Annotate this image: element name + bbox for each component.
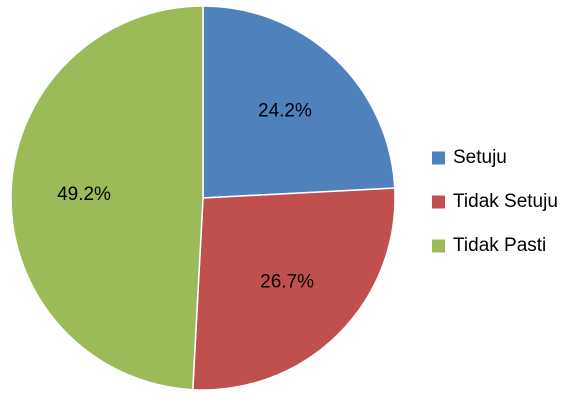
legend-label-setuju: Setuju bbox=[453, 147, 507, 168]
pie-slice-tidak-setuju bbox=[191, 187, 396, 391]
data-label-tidak-pasti: 49.2% bbox=[57, 184, 111, 205]
legend-item-setuju: Setuju bbox=[432, 147, 507, 168]
pie-data-labels: 24.2% 26.7% 49.2% bbox=[57, 101, 314, 293]
legend-label-tidak-setuju: Tidak Setuju bbox=[453, 191, 558, 212]
legend-label-tidak-pasti: Tidak Pasti bbox=[453, 235, 546, 256]
pie-slices bbox=[10, 5, 396, 391]
data-label-tidak-setuju: 26.7% bbox=[260, 271, 314, 292]
legend-item-tidak-setuju: Tidak Setuju bbox=[432, 191, 558, 212]
legend-swatch-tidak-setuju bbox=[432, 195, 445, 209]
data-label-setuju: 24.2% bbox=[258, 101, 312, 122]
legend: Setuju Tidak Setuju Tidak Pasti bbox=[432, 147, 558, 256]
legend-swatch-setuju bbox=[432, 151, 445, 165]
pie-slice-tidak-pasti bbox=[10, 5, 204, 391]
legend-item-tidak-pasti: Tidak Pasti bbox=[432, 235, 546, 256]
pie-slice-setuju bbox=[202, 5, 396, 199]
legend-swatch-tidak-pasti bbox=[432, 239, 445, 253]
